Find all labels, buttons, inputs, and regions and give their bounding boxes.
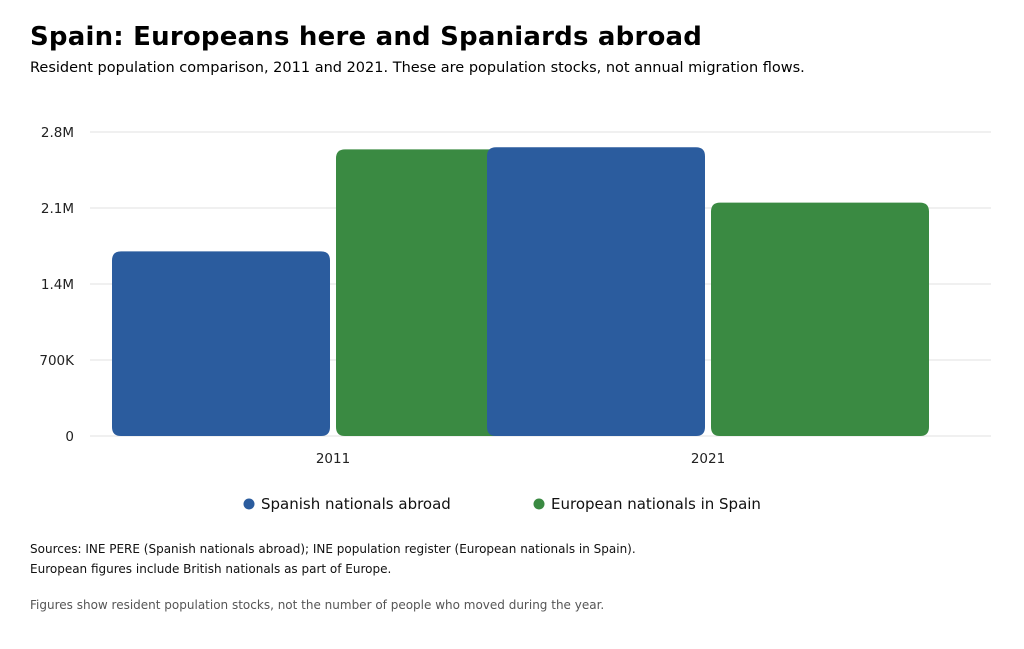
y-tick-label: 2.8M — [41, 125, 74, 141]
bar-european-nationals-in-spain-2021 — [711, 202, 929, 436]
y-tick-label: 2.1M — [41, 201, 74, 217]
source-note-europe: European figures include British nationa… — [30, 562, 392, 576]
source-note: Sources: INE PERE (Spanish nationals abr… — [30, 542, 636, 556]
y-tick-label: 700K — [39, 353, 75, 369]
y-tick-label: 0 — [65, 429, 74, 445]
bar-spanish-nationals-abroad-2021 — [487, 147, 705, 436]
y-tick-label: 1.4M — [41, 277, 74, 293]
caption-note: Figures show resident population stocks,… — [30, 598, 605, 612]
bar-chart: 0 700K 1.4M 2.1M 2.8M 2011 2021 Spanish nationa… — [39, 125, 991, 513]
legend-marker — [243, 498, 255, 510]
legend-label: European nationals in Spain — [551, 495, 761, 513]
x-tick-label: 2021 — [691, 451, 725, 467]
chart-subtitle: Resident population comparison, 2011 and… — [30, 60, 805, 76]
legend-marker — [533, 498, 545, 510]
bar-spanish-nationals-abroad-2011 — [112, 251, 330, 436]
x-tick-label: 2011 — [316, 451, 350, 467]
legend-label: Spanish nationals abroad — [261, 495, 451, 513]
chart-title: Spain: Europeans here and Spaniards abro… — [30, 22, 703, 52]
